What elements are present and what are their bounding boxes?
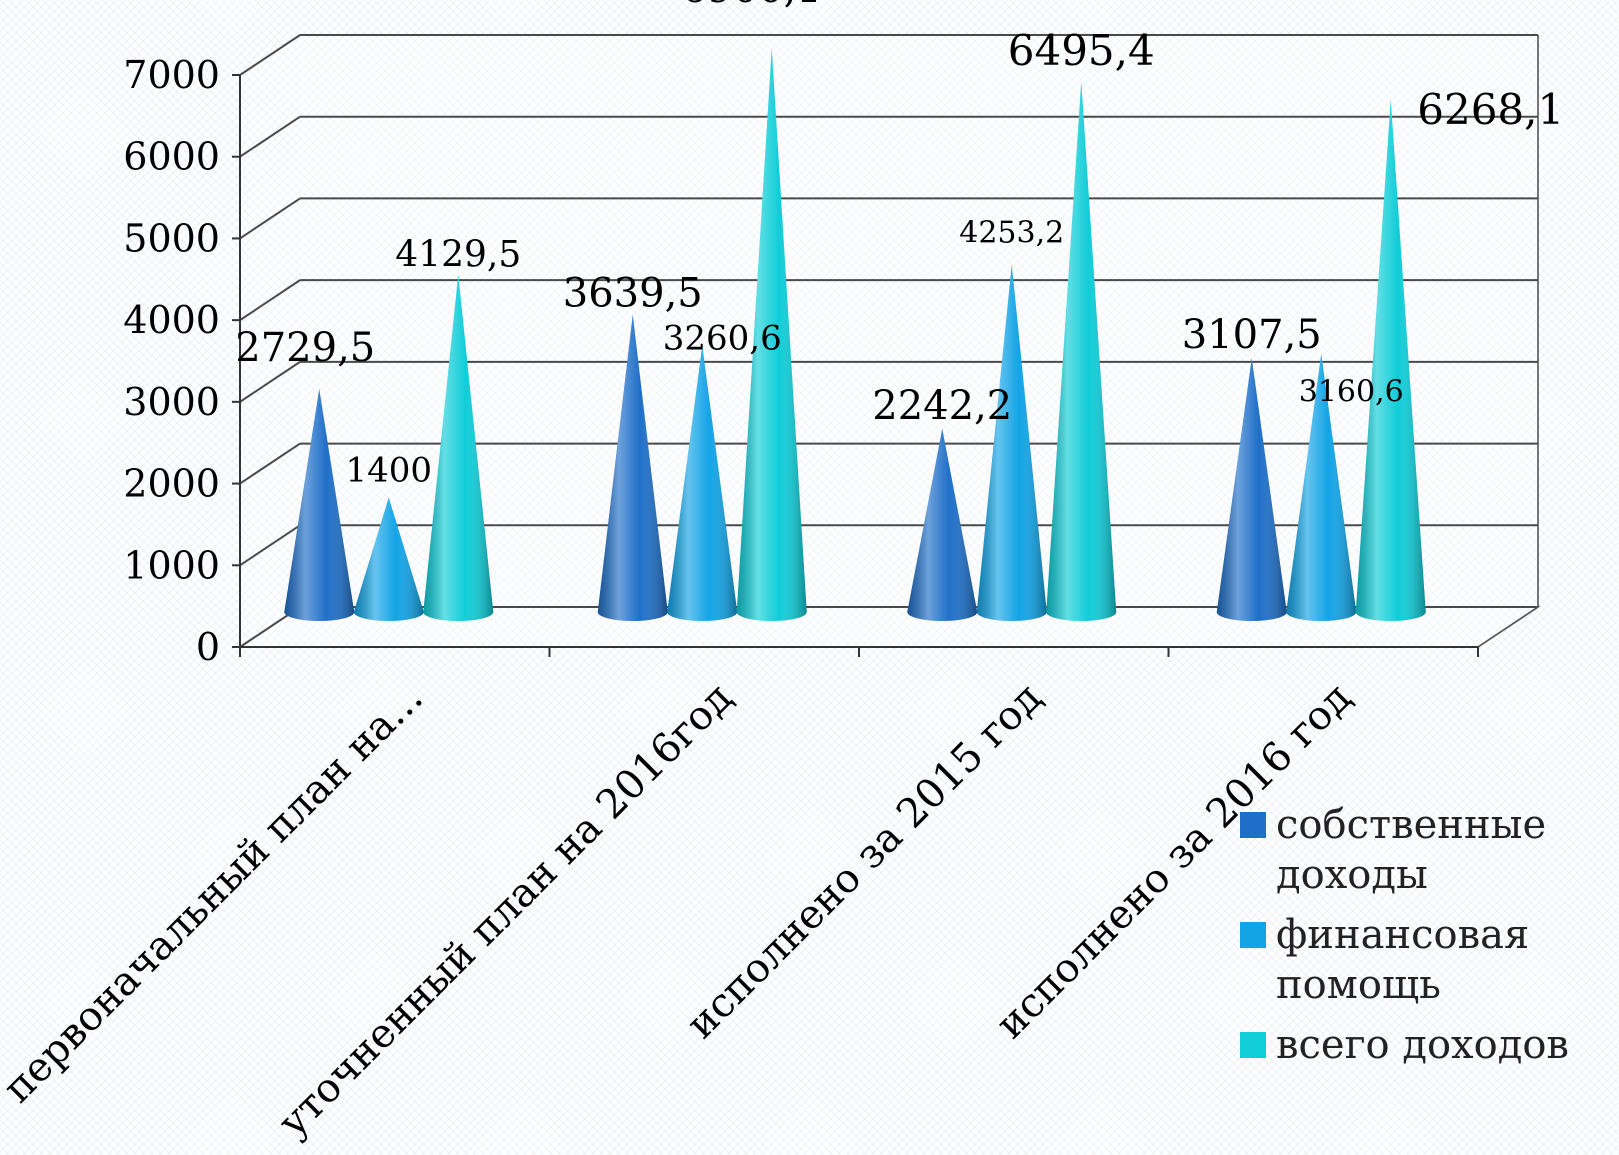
data-label: 3639,5 (563, 271, 703, 317)
data-label: 6268,1 (1417, 85, 1564, 134)
y-tick-label: 0 (196, 625, 220, 669)
data-label: 3107,5 (1182, 312, 1322, 358)
data-label: 3160,6 (1299, 375, 1404, 410)
data-label: 2242,2 (872, 383, 1012, 429)
legend-label: финансовая (1276, 912, 1529, 958)
legend-item: всего доходов (1240, 1022, 1569, 1068)
legend-label: всего доходов (1276, 1022, 1569, 1068)
data-label: 1400 (345, 451, 432, 491)
gridline-side (239, 361, 301, 403)
side-wall (240, 35, 300, 647)
y-tick-label: 6000 (123, 135, 220, 179)
legend-swatch (1240, 1032, 1266, 1058)
floor-edge (1477, 606, 1539, 648)
y-tick-label: 5000 (123, 216, 220, 260)
cone (736, 48, 807, 621)
cone (423, 274, 494, 621)
cone (284, 388, 355, 621)
cone (597, 314, 668, 621)
y-tick-label: 1000 (123, 543, 220, 587)
cone (353, 497, 424, 621)
cone (1355, 99, 1426, 621)
cone (1216, 358, 1287, 621)
gridline-side (239, 524, 301, 567)
data-label: 6900,1 (682, 0, 822, 12)
data-label: 4253,2 (959, 215, 1064, 250)
cone (976, 264, 1047, 621)
cone (667, 345, 738, 621)
data-label: 2729,5 (235, 325, 375, 371)
legend-label: помощь (1276, 962, 1441, 1008)
cone (1286, 353, 1357, 621)
gridline-side (239, 279, 301, 321)
gridline-side (239, 115, 301, 158)
data-label: 6495,4 (1008, 26, 1155, 75)
legend-label: доходы (1276, 852, 1428, 898)
data-label: 4129,5 (395, 235, 521, 276)
x-category-label: исполнено за 2015 год (678, 675, 1051, 1048)
cone (1046, 81, 1117, 621)
y-tick-label: 2000 (123, 462, 220, 506)
gridline-side (239, 197, 301, 240)
y-tick-label: 7000 (123, 53, 220, 97)
gridline-side (239, 34, 301, 76)
y-tick-label: 3000 (123, 380, 220, 424)
legend-swatch (1240, 812, 1266, 838)
gridline-side (239, 442, 301, 485)
cones (284, 48, 1426, 621)
back-wall (300, 35, 1538, 607)
y-tick-label: 4000 (123, 298, 220, 342)
data-label: 3260,6 (663, 319, 782, 359)
chart-walls (237, 35, 1541, 648)
legend-swatch (1240, 922, 1266, 948)
gridlines (239, 34, 1539, 648)
legend-label: собственные (1276, 802, 1546, 848)
cone (907, 428, 978, 621)
